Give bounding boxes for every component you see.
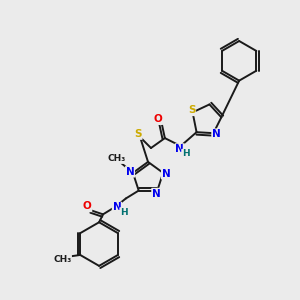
Text: N: N xyxy=(112,202,121,212)
Text: S: S xyxy=(188,105,195,116)
Text: O: O xyxy=(154,114,162,124)
Text: CH₃: CH₃ xyxy=(53,255,71,264)
Text: N: N xyxy=(212,129,221,139)
Text: S: S xyxy=(134,129,142,139)
Text: CH₃: CH₃ xyxy=(108,154,126,164)
Text: N: N xyxy=(175,144,184,154)
Text: H: H xyxy=(120,208,128,217)
Text: O: O xyxy=(83,201,92,212)
Text: N: N xyxy=(152,188,161,199)
Text: H: H xyxy=(182,149,190,158)
Text: N: N xyxy=(162,169,170,179)
Text: N: N xyxy=(126,167,134,177)
